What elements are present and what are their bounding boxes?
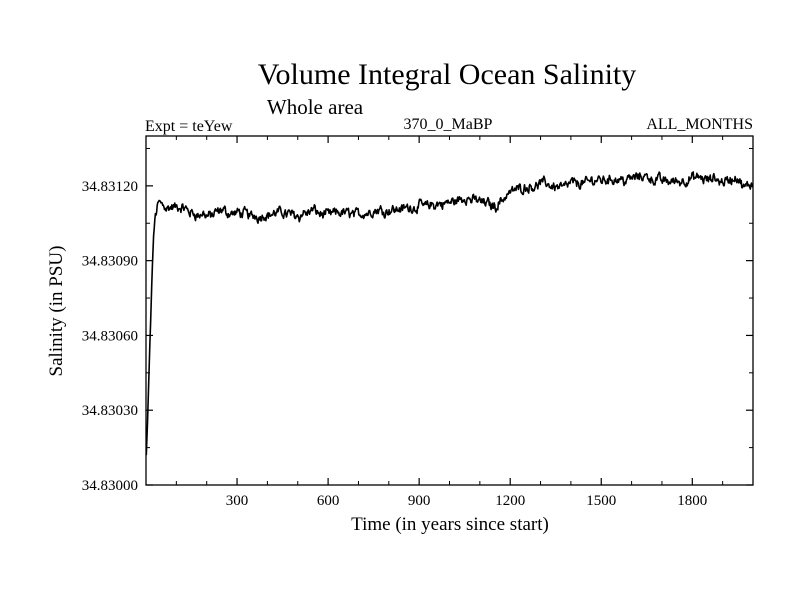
- chart-title: Volume Integral Ocean Salinity: [258, 58, 637, 91]
- x-axis-label: Time (in years since start): [351, 514, 549, 535]
- x-axis-ticks: 300 600 900 1200 1500 1800: [175, 136, 724, 509]
- period-label: 370_0_MaBP: [404, 116, 493, 133]
- x-tick-label: 900: [408, 493, 431, 509]
- y-tick-label: 34.83060: [82, 328, 138, 344]
- y-tick-label: 34.83090: [82, 254, 138, 270]
- y-tick-label: 34.83120: [82, 179, 138, 195]
- chart-subtitle: Whole area: [267, 95, 364, 119]
- y-tick-label: 34.83030: [82, 403, 138, 419]
- x-tick-label: 1500: [586, 493, 616, 509]
- salinity-series-line: [145, 171, 753, 456]
- x-tick-label: 300: [226, 493, 249, 509]
- experiment-label: Expt = teYew: [145, 118, 233, 135]
- x-tick-label: 600: [317, 493, 340, 509]
- y-tick-label: 34.83000: [82, 478, 138, 494]
- x-tick-label: 1800: [677, 493, 707, 509]
- y-axis-ticks: 34.83000 34.83030 34.83060 34.83090 34.83120: [82, 147, 753, 494]
- x-tick-label: 1200: [495, 493, 525, 509]
- months-label: ALL_MONTHS: [646, 116, 753, 133]
- y-axis-label: Salinity (in PSU): [46, 246, 67, 377]
